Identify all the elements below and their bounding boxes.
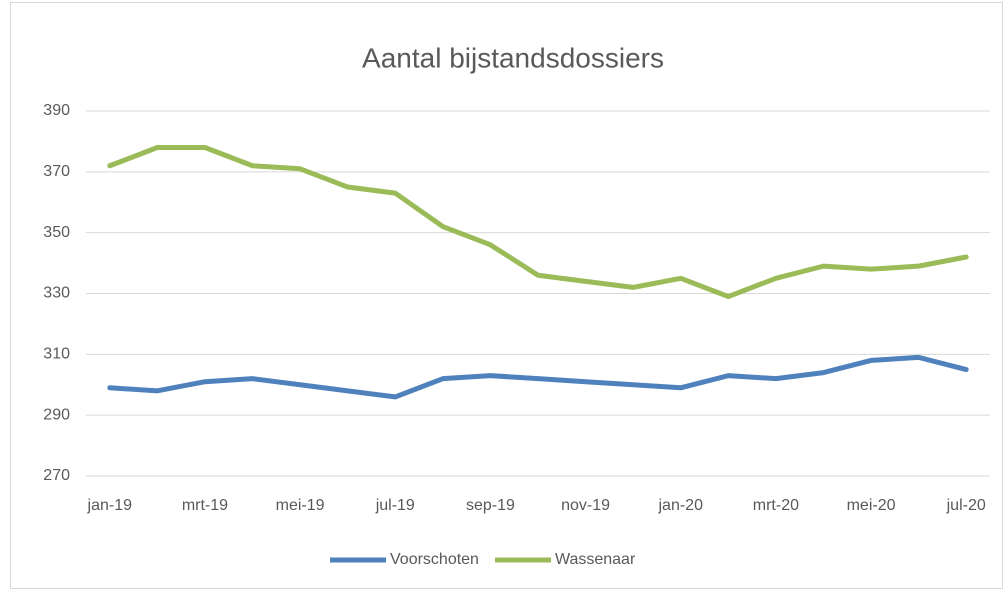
y-tick-label: 290 [43, 406, 70, 423]
x-tick-label: jul-20 [946, 497, 986, 514]
x-tick-label: jan-19 [87, 497, 133, 514]
y-tick-label: 310 [43, 346, 70, 363]
x-tick-label: nov-19 [561, 497, 610, 514]
x-tick-label: mrt-20 [753, 497, 799, 514]
chart-title: Aantal bijstandsdossiers [362, 42, 664, 73]
y-tick-label: 270 [43, 467, 70, 484]
y-tick-label: 350 [43, 224, 70, 241]
x-tick-label: jul-19 [375, 497, 415, 514]
y-tick-label: 370 [43, 163, 70, 180]
chart-border [10, 2, 1003, 589]
y-tick-label: 330 [43, 285, 70, 302]
data-line [107, 145, 969, 300]
y-tick-label: 390 [43, 102, 70, 119]
x-tick-label: sep-19 [466, 497, 515, 514]
x-tick-label: jan-20 [657, 497, 703, 514]
legend-label: Wassenaar [555, 551, 636, 568]
legend-label: Voorschoten [390, 551, 479, 568]
x-tick-label: mei-20 [847, 497, 896, 514]
data-line [107, 354, 969, 400]
x-tick-label: mrt-19 [182, 497, 228, 514]
x-tick-label: mei-19 [276, 497, 325, 514]
